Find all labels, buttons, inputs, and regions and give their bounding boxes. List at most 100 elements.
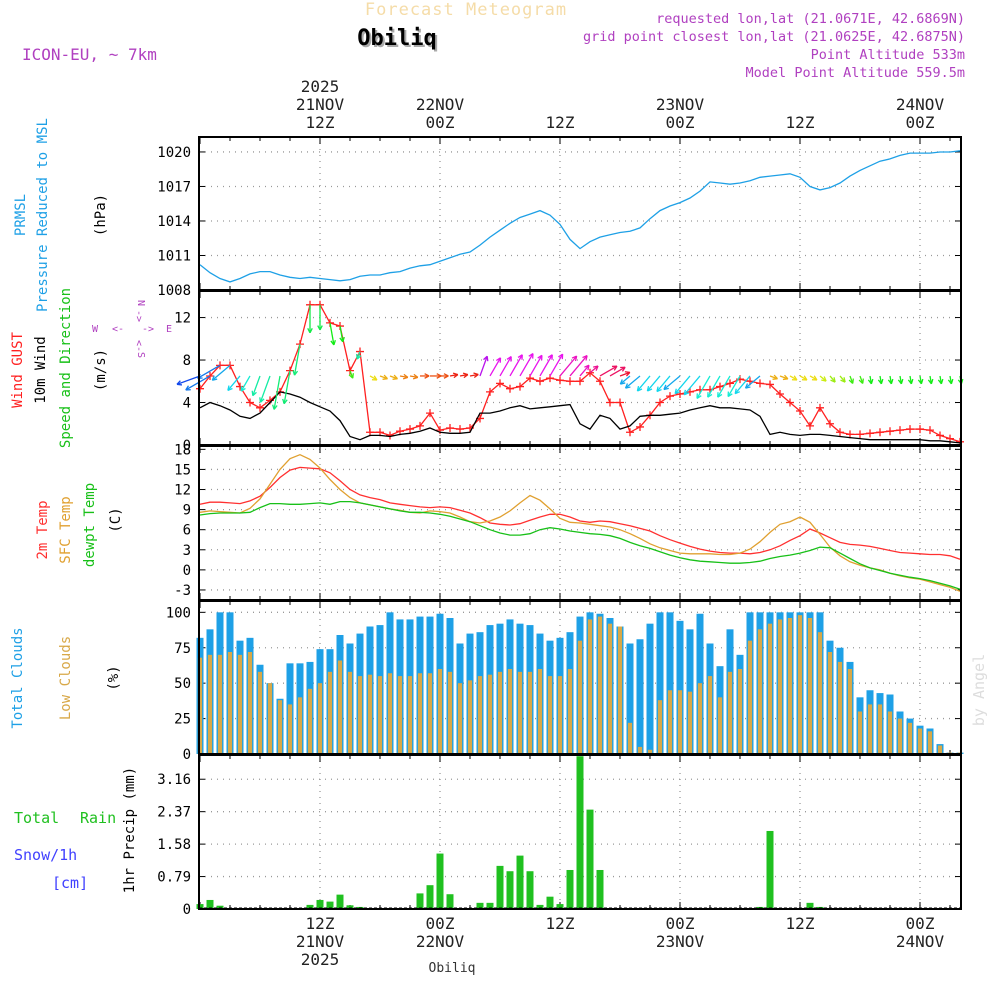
low-clouds-bar — [437, 669, 443, 754]
wind-arrow — [745, 375, 761, 389]
wind-arrow-head — [624, 371, 631, 377]
total-clouds-bar — [626, 643, 634, 754]
wind-arrow — [227, 375, 241, 391]
wind-arrow-head — [582, 354, 588, 361]
wind-arrow — [646, 375, 661, 392]
wind-arrow-head — [663, 384, 669, 391]
wind-arrow-head — [176, 380, 183, 386]
wind-arrow-head — [371, 375, 378, 381]
wind-arrow — [197, 364, 221, 379]
wind-arrow-head — [339, 336, 345, 343]
gust-marker — [256, 403, 264, 412]
wind-arrow — [609, 366, 626, 377]
y-tick-label: 6 — [183, 523, 191, 539]
wind-unit-label: (m/s) — [93, 349, 109, 391]
low-clouds-bar — [297, 697, 303, 754]
rain-bar — [336, 894, 344, 909]
rain-bar — [436, 853, 444, 909]
precip-unit-label: 1hr Precip (mm) — [122, 767, 138, 893]
wind-arrow — [559, 355, 578, 377]
wind-arrow — [674, 375, 691, 395]
wind-arrow — [489, 357, 502, 377]
y-tick-label: 2.37 — [157, 805, 191, 821]
compass-south: S — [135, 352, 146, 358]
low-clouds-bar — [587, 619, 593, 754]
top-time-label: 12Z — [786, 113, 815, 132]
low-clouds-bar — [667, 690, 673, 754]
gust-marker — [866, 429, 874, 438]
wind-arrow-head — [744, 383, 751, 389]
temperature-axis-labels: 2m Temp SFC Temp dewpt Temp (C) — [35, 483, 124, 567]
low-clouds-bar — [797, 615, 803, 754]
wind-arrow-head — [382, 374, 388, 380]
wind-arrow-head — [717, 392, 723, 398]
low-clouds-bar — [337, 660, 343, 754]
rain-bar — [806, 902, 814, 909]
low-clouds-bar — [907, 722, 913, 754]
bottom-time-label: 12Z — [546, 914, 575, 933]
low-clouds-bar — [927, 731, 933, 754]
series-line-10m-wind — [199, 391, 961, 444]
wind-arrow — [499, 356, 512, 377]
low-clouds-bar — [687, 691, 693, 754]
wind-arrow-head — [937, 378, 944, 385]
wind-arrow — [656, 375, 671, 392]
temp-sfc-label: SFC Temp — [58, 496, 74, 563]
wind-arrow-head — [506, 356, 512, 362]
rain-bar — [586, 809, 594, 909]
series-line-prmsl — [199, 150, 961, 283]
wind-arrow-head — [927, 378, 934, 385]
low-clouds-bar — [577, 640, 583, 754]
low-clouds-bar — [447, 671, 453, 754]
wind-arrow-head — [727, 391, 733, 398]
low-clouds-bar — [357, 676, 363, 754]
series-line-dewpt-temp — [199, 500, 961, 590]
total-clouds-bar — [646, 623, 654, 754]
wind-arrow-head — [772, 374, 778, 380]
low-clouds-bar — [837, 661, 843, 754]
low-clouds-bar — [457, 683, 463, 754]
gust-marker — [456, 425, 464, 434]
total-clouds-bar — [636, 639, 644, 754]
wind-arrow — [176, 375, 201, 385]
top-time-label: 21NOV — [296, 95, 345, 114]
wind-arrow-head — [528, 352, 534, 359]
wind-arrow-head — [656, 386, 662, 393]
gust-marker — [516, 382, 524, 391]
rain-bar — [216, 905, 224, 909]
wind-axis-labels: Wind GUST 10m Wind Speed and Direction (… — [10, 288, 172, 448]
y-tick-label: 8 — [183, 353, 191, 369]
wind-arrow — [252, 375, 261, 396]
top-time-label: 12Z — [546, 113, 575, 132]
compass-north-arrow: -> — [133, 310, 144, 322]
gust-marker — [916, 425, 924, 434]
wind-arrow-head — [307, 328, 313, 334]
wind-arrow-head — [240, 386, 246, 392]
bottom-time-label: 00Z — [666, 914, 695, 933]
precip-panel: 0 0.79 1.58 2.37 3.16 — [157, 754, 962, 918]
low-clouds-bar — [307, 688, 313, 754]
gust-marker — [536, 377, 544, 386]
wind-arrow-head — [443, 373, 449, 379]
gust-marker — [486, 387, 494, 396]
y-tick-label: -3 — [174, 583, 191, 599]
low-clouds-bar — [617, 626, 623, 754]
temp-dewpt-label: dewpt Temp — [82, 483, 98, 567]
location-title-front: Obiliq — [357, 26, 436, 51]
wind-arrow — [619, 375, 631, 385]
rain-bar — [506, 871, 514, 909]
compass-south-arrow: <- — [133, 340, 144, 352]
rain-bar — [596, 869, 604, 909]
wind-arrow-head — [947, 378, 954, 385]
gust-marker — [836, 428, 844, 437]
bottom-time-label: 00Z — [906, 914, 935, 933]
gust-marker — [596, 377, 604, 386]
low-clouds-label: Low Clouds — [58, 636, 74, 720]
low-clouds-bar — [407, 676, 413, 754]
gust-marker — [926, 426, 934, 435]
low-clouds-bar — [737, 669, 743, 754]
pressure-unit-label: (hPa) — [93, 194, 109, 236]
wind-arrow — [619, 371, 631, 377]
y-tick-label: 4 — [183, 396, 191, 412]
